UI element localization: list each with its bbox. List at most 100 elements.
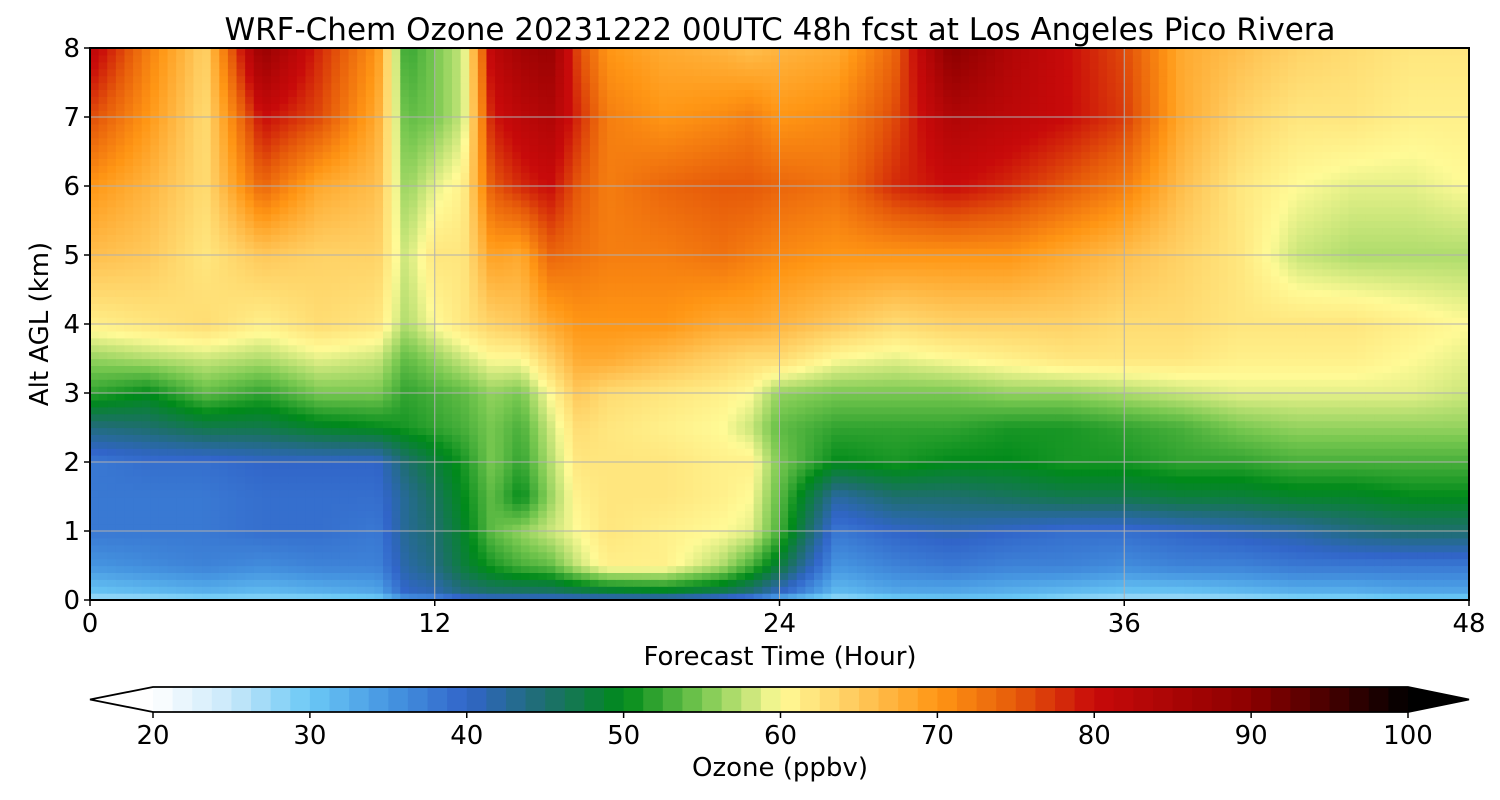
- heatmap-cell: [434, 558, 444, 567]
- heatmap-cell: [1150, 586, 1160, 594]
- heatmap-cell: [607, 531, 617, 539]
- heatmap-cell: [107, 413, 117, 422]
- heatmap-cell: [658, 517, 669, 525]
- heatmap-cell: [676, 393, 686, 401]
- heatmap-cell: [1262, 468, 1272, 477]
- heatmap-cell: [133, 572, 143, 580]
- heatmap-cell: [710, 386, 720, 394]
- heatmap-cell: [934, 524, 944, 532]
- heatmap-cell: [115, 517, 126, 525]
- heatmap-cell: [857, 399, 867, 408]
- heatmap-cell: [1020, 386, 1031, 394]
- heatmap-cell: [107, 503, 117, 511]
- heatmap-cell: [1158, 427, 1168, 435]
- heatmap-cell: [1288, 475, 1298, 484]
- heatmap-cell: [1201, 531, 1212, 539]
- heatmap-cell: [434, 434, 444, 442]
- heatmap-cell: [641, 441, 651, 449]
- heatmap-cell: [1072, 551, 1082, 560]
- heatmap-cell: [451, 572, 462, 580]
- heatmap-cell: [270, 531, 281, 539]
- heatmap-cell: [314, 503, 324, 511]
- heatmap-cell: [1236, 427, 1246, 435]
- heatmap-cell: [839, 496, 850, 504]
- heatmap-cell: [994, 420, 1005, 429]
- heatmap-cell: [650, 586, 660, 594]
- heatmap-cell: [943, 593, 953, 600]
- heatmap-cell: [426, 386, 436, 394]
- heatmap-cell: [1115, 386, 1125, 394]
- heatmap-cell: [1443, 565, 1453, 573]
- heatmap-cell: [1175, 531, 1186, 539]
- heatmap-cell: [477, 551, 488, 560]
- heatmap-cell: [270, 455, 281, 463]
- heatmap-cell: [986, 441, 996, 449]
- heatmap-cell: [270, 475, 281, 484]
- heatmap-cell: [572, 551, 582, 560]
- heatmap-cell: [865, 441, 875, 449]
- heatmap-cell: [434, 406, 444, 415]
- heatmap-cell: [1012, 434, 1022, 442]
- heatmap-cell: [434, 413, 444, 422]
- heatmap-cell: [158, 531, 169, 539]
- heatmap-cell: [684, 537, 694, 546]
- heatmap-cell: [719, 489, 729, 498]
- heatmap-cell: [1141, 420, 1151, 429]
- heatmap-cell: [1063, 558, 1074, 567]
- heatmap-cell: [253, 572, 263, 580]
- heatmap-cell: [831, 558, 841, 567]
- heatmap-cell: [443, 558, 453, 567]
- heatmap-cell: [1253, 503, 1263, 511]
- heatmap-cell: [1374, 524, 1384, 532]
- heatmap-cell: [1296, 593, 1306, 600]
- heatmap-cell: [1236, 510, 1246, 518]
- heatmap-cell: [1046, 586, 1056, 594]
- heatmap-cell: [314, 434, 324, 442]
- heatmap-cell: [624, 586, 634, 594]
- heatmap-cell: [882, 517, 893, 525]
- heatmap-cell: [839, 586, 850, 594]
- heatmap-cell: [684, 503, 694, 511]
- heatmap-cell: [1089, 524, 1099, 532]
- heatmap-cell: [917, 420, 927, 429]
- heatmap-cell: [658, 468, 669, 477]
- heatmap-cell: [305, 572, 315, 580]
- heatmap-cell: [348, 579, 358, 587]
- heatmap-cell: [270, 379, 281, 387]
- heatmap-cell: [607, 537, 617, 546]
- heatmap-cell: [891, 475, 901, 484]
- heatmap-cell: [1089, 427, 1099, 435]
- heatmap-cell: [1012, 510, 1022, 518]
- heatmap-cell: [1339, 455, 1349, 463]
- heatmap-cell: [805, 496, 815, 504]
- heatmap-cell: [908, 586, 918, 594]
- heatmap-cell: [753, 455, 763, 463]
- heatmap-cell: [1020, 420, 1031, 429]
- heatmap-cell: [193, 572, 203, 580]
- heatmap-cell: [262, 434, 272, 442]
- heatmap-cell: [1313, 586, 1324, 594]
- heatmap-cell: [1158, 537, 1168, 546]
- heatmap-cell: [960, 565, 970, 573]
- heatmap-cell: [1175, 524, 1186, 532]
- heatmap-cell: [839, 537, 850, 546]
- heatmap-cell: [1124, 572, 1134, 580]
- heatmap-cell: [1167, 406, 1177, 415]
- heatmap-cell: [589, 406, 600, 415]
- heatmap-cell: [555, 386, 565, 394]
- heatmap-cell: [1063, 393, 1074, 401]
- heatmap-cell: [632, 593, 643, 600]
- heatmap-cell: [288, 393, 298, 401]
- heatmap-cell: [1098, 420, 1108, 429]
- heatmap-cell: [882, 420, 893, 429]
- heatmap-cell: [1356, 489, 1367, 498]
- heatmap-cell: [408, 565, 419, 573]
- heatmap-cell: [1279, 558, 1289, 567]
- heatmap-cell: [1374, 427, 1384, 435]
- heatmap-cell: [977, 579, 987, 587]
- heatmap-cell: [262, 593, 272, 600]
- heatmap-cell: [1012, 537, 1022, 546]
- heatmap-cell: [891, 586, 901, 594]
- heatmap-cell: [1227, 537, 1237, 546]
